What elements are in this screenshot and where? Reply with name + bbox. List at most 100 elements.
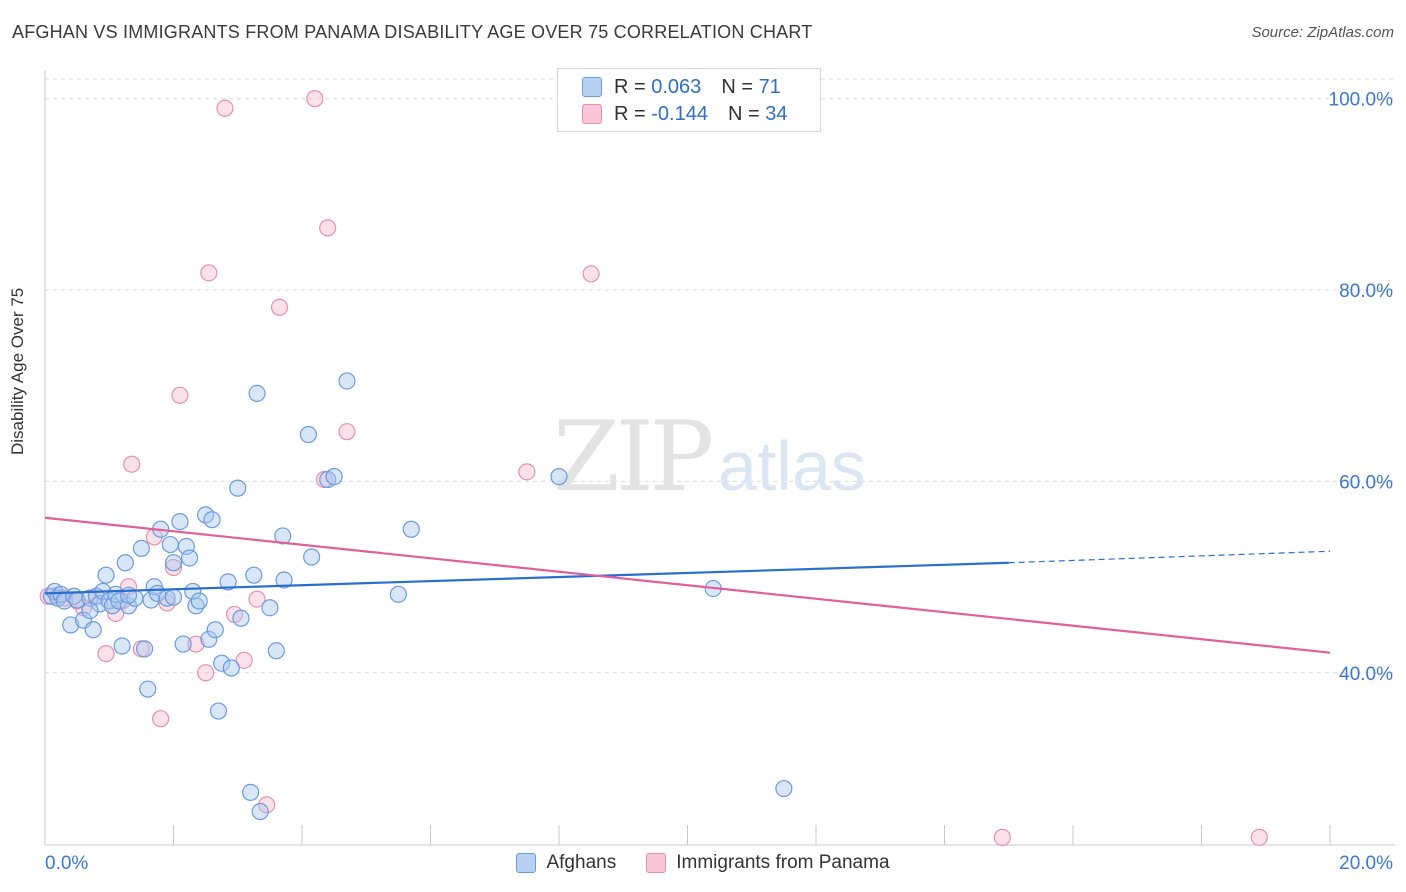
data-point-afghan xyxy=(213,654,231,672)
data-point-afghan xyxy=(161,535,179,554)
data-point-afghan xyxy=(206,621,224,639)
data-point-panama xyxy=(164,558,183,577)
data-point-afghan xyxy=(245,566,263,584)
data-point-afghan xyxy=(100,592,118,610)
legend-swatch-panama xyxy=(646,853,667,873)
y-tick-label: 80.0% xyxy=(1339,281,1393,302)
data-point-panama xyxy=(306,90,324,108)
legend-item-panama[interactable]: Immigrants from Panama xyxy=(646,852,890,874)
data-point-afghan xyxy=(164,554,183,572)
data-point-afghan xyxy=(180,549,199,567)
legend-item-afghans[interactable]: Afghans xyxy=(516,852,616,874)
data-point-panama xyxy=(235,651,253,669)
data-point-afghan xyxy=(325,468,343,486)
legend-swatch-panama xyxy=(582,104,602,124)
trend-line-panama xyxy=(44,516,1331,654)
legend-n-value: 34 xyxy=(765,102,788,125)
data-point-afghan xyxy=(171,513,189,531)
trend-line-afghans xyxy=(44,561,1009,595)
data-point-afghan xyxy=(775,779,793,798)
data-point-afghan xyxy=(274,527,292,545)
data-point-afghan xyxy=(203,511,221,529)
data-point-panama xyxy=(518,463,536,481)
x-tick-labels: 0.0% 20.0% xyxy=(45,853,1393,874)
correlation-legend: R = 0.063 N = 71 R = -0.144 N = 34 xyxy=(557,68,821,132)
data-point-afghan xyxy=(132,539,150,557)
y-tick-label: 100.0% xyxy=(1329,90,1394,111)
data-point-afghan xyxy=(229,479,247,497)
chart-title: AFGHAN VS IMMIGRANTS FROM PANAMA DISABIL… xyxy=(12,22,813,42)
data-point-afghan xyxy=(174,635,192,653)
data-point-panama xyxy=(993,828,1011,846)
y-tick-labels: 40.0% 60.0% 80.0% 100.0% xyxy=(1329,90,1394,685)
y-tick-label: 40.0% xyxy=(1339,664,1393,685)
legend-label-panama: Immigrants from Panama xyxy=(676,852,890,873)
data-point-afghan xyxy=(267,642,285,660)
data-point-panama xyxy=(319,219,337,237)
data-point-afghan xyxy=(251,802,269,821)
legend-r-label: R = xyxy=(614,75,646,98)
legend-label-afghans: Afghans xyxy=(546,852,617,873)
data-point-afghan xyxy=(303,548,321,566)
data-point-afghan xyxy=(242,783,260,801)
data-point-panama xyxy=(1250,828,1268,846)
data-point-afghan xyxy=(81,601,99,620)
data-point-panama xyxy=(152,710,170,728)
series-legend: Afghans Immigrants from Panama xyxy=(0,852,1406,874)
data-point-afghan xyxy=(222,659,240,677)
data-point-afghan xyxy=(190,592,208,610)
source-label: Source: ZipAtlas.com xyxy=(1251,24,1394,41)
data-point-afghan xyxy=(187,597,205,615)
data-point-panama xyxy=(270,298,289,316)
legend-row-panama: R = -0.144 N = 34 xyxy=(582,102,787,126)
data-point-afghan xyxy=(200,630,218,648)
data-point-panama xyxy=(338,423,356,441)
data-point-afghan xyxy=(299,425,318,444)
data-point-panama xyxy=(216,99,234,117)
trend-line-afghans-extension xyxy=(1008,550,1331,564)
data-point-panama xyxy=(187,635,205,653)
watermark-atlas: atlas xyxy=(718,427,866,505)
x-tick-label: 20.0% xyxy=(1339,853,1393,874)
data-point-afghan xyxy=(84,621,102,639)
data-point-afghan xyxy=(164,588,183,606)
watermark-zip: ZIP xyxy=(553,401,712,513)
data-point-afghan xyxy=(550,468,568,486)
data-point-panama xyxy=(248,590,266,608)
data-point-afghan xyxy=(219,573,237,591)
data-point-afghan xyxy=(62,616,80,634)
legend-n-value: 71 xyxy=(758,75,781,98)
data-point-afghan xyxy=(135,640,154,658)
data-point-afghan xyxy=(275,571,293,589)
data-point-afghan xyxy=(113,637,131,655)
x-tick-label: 0.0% xyxy=(45,853,88,874)
data-point-afghan xyxy=(248,384,266,402)
legend-row-afghans: R = 0.063 N = 71 xyxy=(582,75,781,99)
series-afghan-points xyxy=(42,372,793,821)
data-point-afghan xyxy=(209,702,228,720)
data-point-panama xyxy=(197,664,215,682)
axes xyxy=(44,70,1395,846)
trend-lines xyxy=(44,516,1331,654)
data-point-afghan xyxy=(402,520,420,538)
data-point-panama xyxy=(200,264,218,282)
data-point-panama xyxy=(171,386,189,404)
data-point-afghan xyxy=(97,566,115,584)
data-point-afghan xyxy=(139,680,157,698)
legend-n-label: N = xyxy=(721,75,753,98)
data-point-panama xyxy=(582,265,600,283)
legend-r-label: R = xyxy=(614,102,646,125)
watermark: ZIP atlas xyxy=(553,401,866,513)
data-point-afghan xyxy=(232,609,250,627)
data-point-panama xyxy=(123,455,141,473)
data-point-afghan xyxy=(389,585,407,603)
data-point-panama xyxy=(97,645,115,663)
y-tick-label: 60.0% xyxy=(1339,472,1393,493)
legend-n-label: N = xyxy=(727,102,760,125)
legend-swatch-afghans xyxy=(516,853,537,873)
data-point-afghan xyxy=(338,372,356,390)
legend-swatch-afghans xyxy=(582,77,602,97)
y-axis-label: Disability Age Over 75 xyxy=(8,287,27,455)
data-point-afghan xyxy=(261,599,279,617)
